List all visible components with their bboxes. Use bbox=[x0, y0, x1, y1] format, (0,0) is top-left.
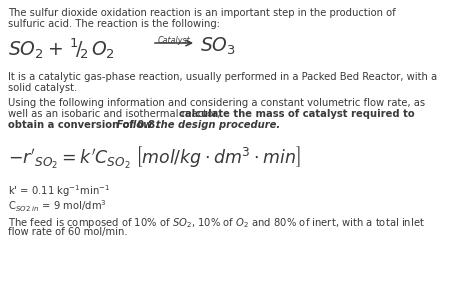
Text: The feed is composed of 10% of $SO_2$, 10% of $O_2$ and 80% of inert, with a tot: The feed is composed of 10% of $SO_2$, 1… bbox=[8, 216, 425, 230]
Text: k' = 0.11 kg$^{-1}$min$^{-1}$: k' = 0.11 kg$^{-1}$min$^{-1}$ bbox=[8, 183, 110, 199]
Text: Using the following information and considering a constant volumetric flow rate,: Using the following information and cons… bbox=[8, 98, 425, 108]
Text: C$_{SO2\ in}$ = 9 mol/dm$^3$: C$_{SO2\ in}$ = 9 mol/dm$^3$ bbox=[8, 198, 107, 214]
Text: $-r'_{SO_2} = k'C_{SO_2}\;\left[mol/kg \cdot dm^3 \cdot min\right]$: $-r'_{SO_2} = k'C_{SO_2}\;\left[mol/kg \… bbox=[8, 145, 301, 171]
Text: sulfuric acid. The reaction is the following:: sulfuric acid. The reaction is the follo… bbox=[8, 19, 220, 29]
Text: $SO_2 + \,{}^1\!/\!{}_2\,O_2$: $SO_2 + \,{}^1\!/\!{}_2\,O_2$ bbox=[8, 36, 115, 61]
Text: calculate the mass of catalyst required to: calculate the mass of catalyst required … bbox=[179, 109, 415, 119]
Text: well as an isobaric and isothermal reactor,: well as an isobaric and isothermal react… bbox=[8, 109, 224, 119]
Text: Follow the design procedure.: Follow the design procedure. bbox=[113, 120, 280, 130]
Text: solid catalyst.: solid catalyst. bbox=[8, 83, 77, 93]
Text: obtain a conversion of 0.8.: obtain a conversion of 0.8. bbox=[8, 120, 159, 130]
Text: It is a catalytic gas-phase reaction, usually performed in a Packed Bed Reactor,: It is a catalytic gas-phase reaction, us… bbox=[8, 72, 437, 82]
Text: Catalyst: Catalyst bbox=[158, 36, 191, 45]
Text: The sulfur dioxide oxidation reaction is an important step in the production of: The sulfur dioxide oxidation reaction is… bbox=[8, 8, 396, 18]
Text: flow rate of 60 mol/min.: flow rate of 60 mol/min. bbox=[8, 227, 128, 237]
Text: $SO_3$: $SO_3$ bbox=[200, 36, 236, 57]
